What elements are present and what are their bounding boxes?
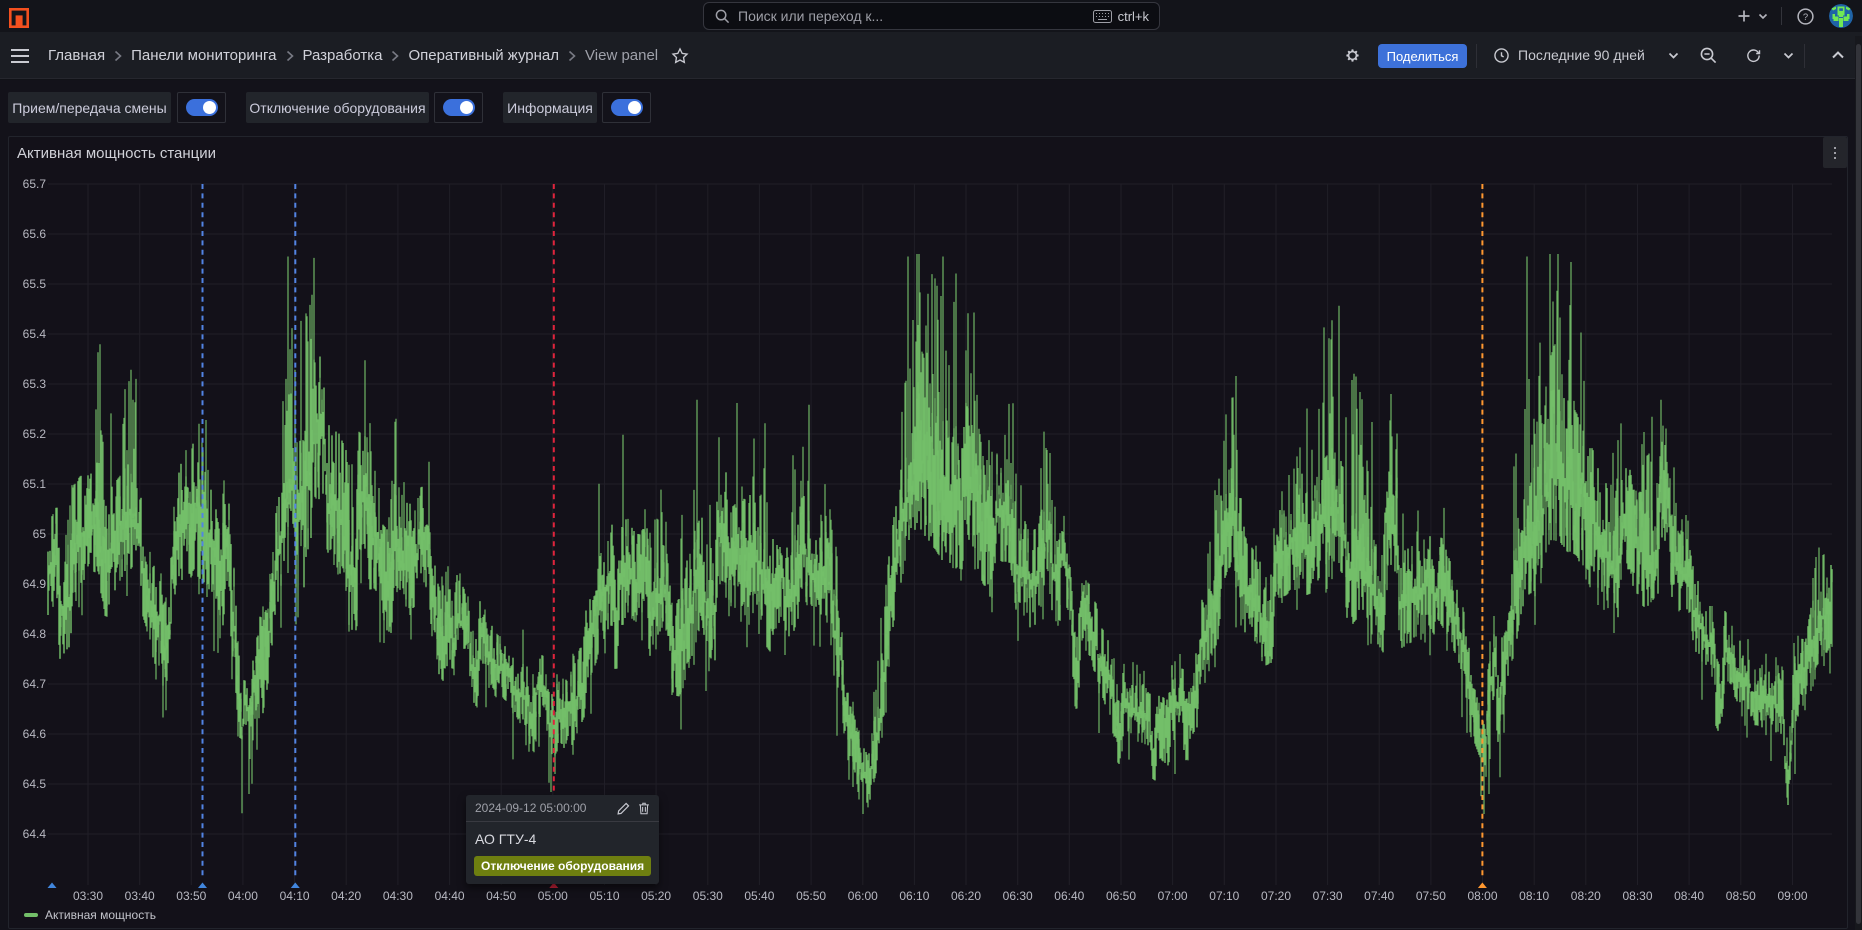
svg-text:?: ? (1803, 12, 1808, 23)
